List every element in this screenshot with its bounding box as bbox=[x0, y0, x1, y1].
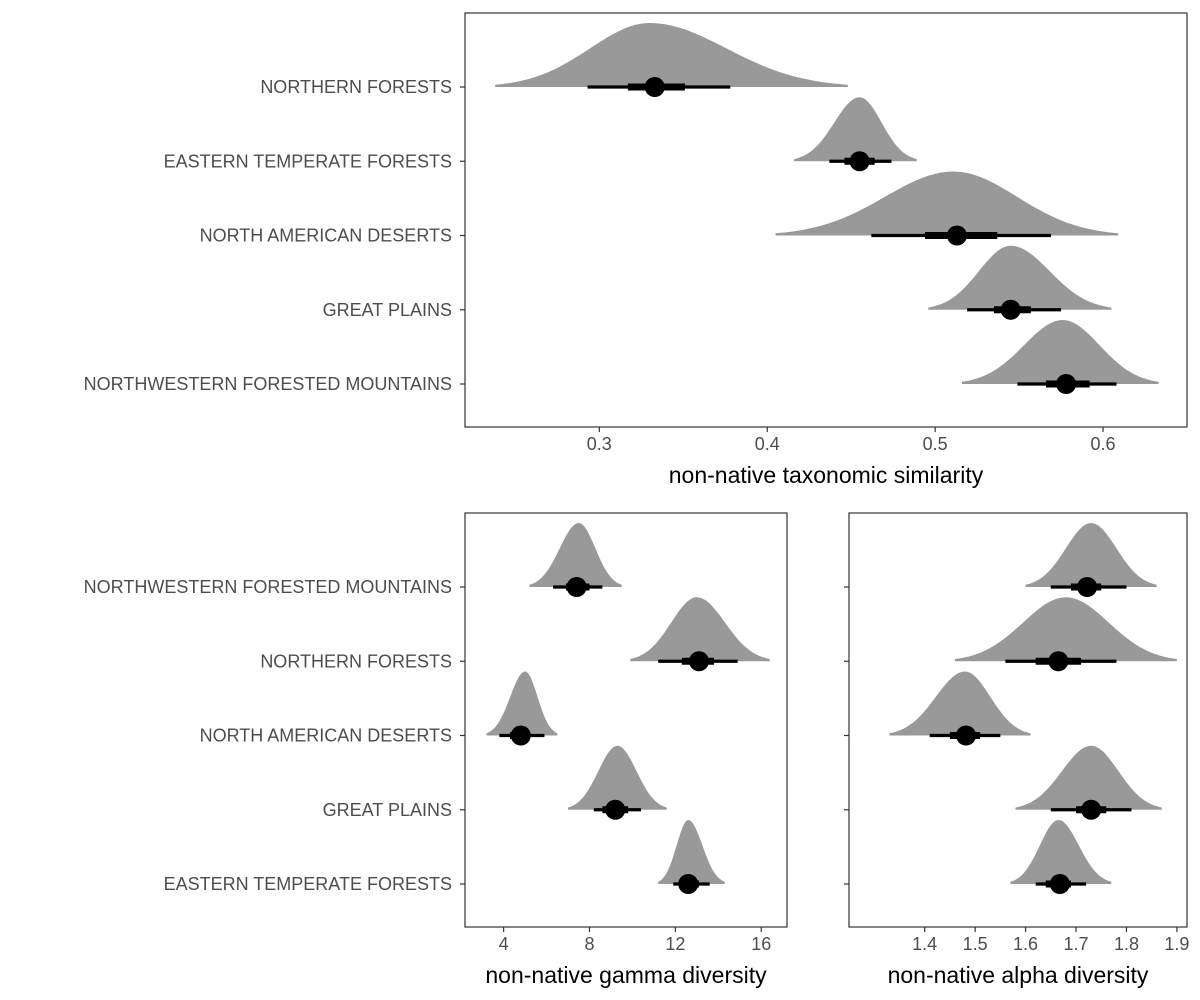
x-tick-label: 12 bbox=[665, 934, 685, 954]
x-tick-label: 1.6 bbox=[1013, 934, 1038, 954]
density-slab bbox=[1015, 745, 1162, 810]
point-estimate bbox=[1000, 299, 1021, 320]
category-label: NORTHWESTERN FORESTED MOUNTAINS bbox=[84, 577, 452, 597]
point-estimate bbox=[849, 151, 870, 172]
x-tick-label: 0.6 bbox=[1091, 434, 1116, 454]
point-estimate bbox=[644, 77, 665, 97]
category-label: EASTERN TEMPERATE FORESTS bbox=[164, 874, 452, 894]
category-label: NORTHERN FORESTS bbox=[260, 651, 452, 671]
panel-similarity: 0.3 0.4 0.5 0.6 non-native taxonomic similar… bbox=[84, 12, 1188, 488]
density-slab bbox=[486, 671, 558, 736]
category-label: NORTH AMERICAN DESERTS bbox=[200, 226, 452, 246]
x-axis-title: non-native taxonomic similarity bbox=[669, 462, 984, 488]
point-estimate bbox=[1077, 577, 1098, 597]
density-slab bbox=[658, 820, 725, 884]
x-tick-label: 0.5 bbox=[923, 434, 948, 454]
density-slab bbox=[495, 23, 848, 87]
density-slab bbox=[794, 97, 917, 162]
density-slab bbox=[954, 597, 1177, 662]
x-tick-label: 0.3 bbox=[587, 434, 612, 454]
x-tick-label: 1.8 bbox=[1114, 934, 1139, 954]
panel-frame bbox=[848, 512, 1188, 928]
point-estimate bbox=[1081, 799, 1102, 820]
x-tick-label: 0.4 bbox=[755, 434, 780, 454]
density-slab bbox=[1025, 523, 1157, 587]
point-estimate bbox=[1056, 374, 1077, 394]
panel-gamma: 4 8 12 16 non-native gamma diversity NORTHWES… bbox=[84, 512, 788, 988]
density-slab bbox=[529, 523, 622, 587]
point-estimate bbox=[605, 799, 626, 820]
density-slab bbox=[1010, 820, 1112, 884]
point-estimate bbox=[510, 725, 531, 746]
x-tick-label: 1.7 bbox=[1063, 934, 1088, 954]
x-tick-label: 1.9 bbox=[1164, 934, 1189, 954]
point-estimate bbox=[946, 225, 967, 246]
point-estimate bbox=[956, 725, 977, 746]
point-estimate bbox=[688, 651, 709, 672]
category-label: EASTERN TEMPERATE FORESTS bbox=[164, 151, 452, 171]
density-slab bbox=[928, 245, 1112, 310]
category-label: NORTHERN FORESTS bbox=[260, 77, 452, 97]
x-axis-title: non-native alpha diversity bbox=[888, 962, 1149, 988]
x-tick-label: 1.5 bbox=[963, 934, 988, 954]
x-tick-label: 16 bbox=[751, 934, 771, 954]
category-label: GREAT PLAINS bbox=[323, 300, 452, 320]
point-estimate bbox=[566, 577, 587, 597]
density-slab bbox=[775, 171, 1119, 236]
x-axis-title: non-native gamma diversity bbox=[485, 962, 767, 988]
panel-frame bbox=[464, 12, 1188, 428]
panel-frame bbox=[464, 512, 788, 928]
category-label: GREAT PLAINS bbox=[323, 800, 452, 820]
x-tick-label: 8 bbox=[584, 934, 594, 954]
panel-alpha: 1.4 1.5 1.6 1.7 1.8 1.9 non-native alpha diver… bbox=[844, 512, 1189, 988]
point-estimate bbox=[1049, 874, 1070, 894]
density-slab bbox=[889, 671, 1031, 736]
point-estimate bbox=[678, 874, 699, 894]
x-tick-label: 4 bbox=[499, 934, 509, 954]
density-slab bbox=[962, 320, 1159, 384]
category-label: NORTH AMERICAN DESERTS bbox=[200, 726, 452, 746]
density-slab bbox=[568, 745, 667, 810]
density-slab bbox=[630, 597, 770, 662]
category-label: NORTHWESTERN FORESTED MOUNTAINS bbox=[84, 374, 452, 394]
x-tick-label: 1.4 bbox=[912, 934, 937, 954]
point-estimate bbox=[1048, 651, 1069, 672]
